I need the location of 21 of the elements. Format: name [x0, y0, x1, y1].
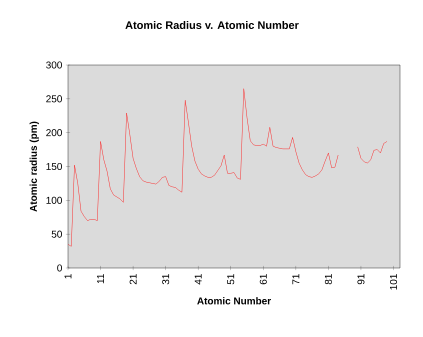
x-tick-label: 1	[64, 274, 72, 278]
x-tick-label: 91	[357, 274, 364, 284]
y-tick-label: 0	[57, 264, 62, 272]
y-tick-label: 200	[46, 129, 62, 136]
x-tick-label: 71	[292, 274, 300, 284]
y-tick-label: 50	[52, 230, 62, 238]
x-tick-label: 41	[194, 274, 202, 284]
y-tick-label: 250	[46, 95, 62, 102]
x-tick-label: 51	[227, 274, 234, 284]
y-tick-label: 150	[46, 162, 62, 170]
x-tick-label: 61	[260, 274, 267, 284]
y-tick-label: 100	[46, 196, 62, 204]
chart-title: Atomic Radius v. Atomic Number	[125, 20, 299, 30]
y-axis-title: Atomic radius (pm)	[30, 122, 39, 212]
x-tick-label: 11	[97, 274, 104, 284]
x-tick-label: 81	[324, 274, 332, 284]
y-tick-label: 300	[46, 61, 62, 69]
x-tick-label: 21	[130, 274, 137, 284]
x-axis-title: Atomic Number	[197, 297, 271, 304]
x-tick-label: 101	[390, 274, 398, 290]
x-tick-label: 31	[162, 274, 170, 284]
